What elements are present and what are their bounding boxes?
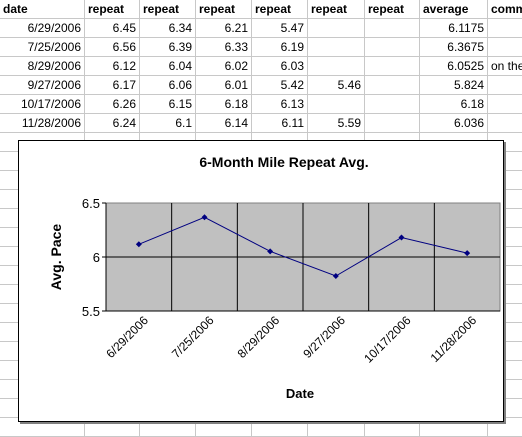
average-cell[interactable]: 6.036 [420,114,488,133]
header-cell[interactable]: repeat [140,0,196,19]
header-cell[interactable]: comm [488,0,522,19]
repeat-cell[interactable]: 6.04 [140,57,196,76]
data-point [398,234,405,241]
repeat-cell[interactable] [365,76,420,95]
empty-cell[interactable] [488,342,522,361]
comment-cell[interactable] [488,38,522,57]
repeat-cell[interactable]: 5.46 [308,76,365,95]
repeat-cell[interactable] [308,19,365,38]
repeat-cell[interactable]: 6.39 [140,38,196,57]
repeat-cell[interactable]: 6.26 [85,95,140,114]
repeat-cell[interactable] [365,57,420,76]
repeat-cell[interactable]: 6.03 [252,57,308,76]
repeat-cell[interactable]: 6.33 [196,38,252,57]
repeat-cell[interactable] [308,95,365,114]
header-cell[interactable]: repeat [308,0,365,19]
repeat-cell[interactable]: 6.02 [196,57,252,76]
repeat-cell[interactable]: 6.56 [85,38,140,57]
y-tick-label: 6.5 [82,196,100,211]
repeat-cell[interactable]: 6.18 [196,95,252,114]
empty-cell[interactable] [488,171,522,190]
repeat-cell[interactable]: 6.21 [196,19,252,38]
average-cell[interactable]: 6.0525 [420,57,488,76]
repeat-cell[interactable]: 6.12 [85,57,140,76]
repeat-cell[interactable]: 6.24 [85,114,140,133]
date-cell[interactable]: 9/27/2006 [0,76,85,95]
repeat-cell[interactable]: 5.42 [252,76,308,95]
repeat-cell[interactable]: 6.13 [252,95,308,114]
empty-cell[interactable] [488,228,522,247]
date-cell[interactable]: 8/29/2006 [0,57,85,76]
header-cell[interactable]: date [0,0,85,19]
repeat-cell[interactable] [365,114,420,133]
x-tick-label: 7/25/2006 [169,313,217,361]
repeat-cell[interactable]: 6.34 [140,19,196,38]
average-cell[interactable]: 6.1175 [420,19,488,38]
series-line [138,216,468,277]
header-cell[interactable]: repeat [196,0,252,19]
y-tick-label: 5.5 [82,304,100,319]
empty-cell[interactable] [488,380,522,399]
x-tick-label: 10/17/2006 [361,313,414,366]
comment-cell[interactable] [488,114,522,133]
header-cell[interactable]: repeat [365,0,420,19]
repeat-cell[interactable]: 6.45 [85,19,140,38]
y-axis-title: Avg. Pace [48,224,64,291]
data-point [332,273,339,280]
repeat-cell[interactable]: 6.11 [252,114,308,133]
empty-cell[interactable] [488,304,522,323]
chart-title: 6-Month Mile Repeat Avg. [199,154,368,170]
empty-cell[interactable] [488,152,522,171]
header-cell[interactable]: repeat [252,0,308,19]
repeat-cell[interactable] [365,38,420,57]
empty-cell[interactable] [488,133,522,152]
repeat-cell[interactable]: 6.17 [85,76,140,95]
empty-cell[interactable] [488,285,522,304]
average-cell[interactable]: 6.3675 [420,38,488,57]
comment-cell[interactable] [488,19,522,38]
repeat-cell[interactable]: 5.47 [252,19,308,38]
header-cell[interactable]: average [420,0,488,19]
repeat-cell[interactable] [365,95,420,114]
comment-cell[interactable] [488,76,522,95]
chart-object[interactable]: 5.5 6 6.5 6/29/2006 7/25/2006 8/29/2006 9/27/2… [18,140,504,422]
average-cell[interactable]: 5.824 [420,76,488,95]
repeat-cell[interactable] [308,38,365,57]
data-point [464,250,471,257]
repeat-cell[interactable]: 6.06 [140,76,196,95]
date-cell[interactable]: 7/25/2006 [0,38,85,57]
y-tick-label: 6 [93,250,100,265]
comment-cell[interactable] [488,95,522,114]
date-cell[interactable]: 6/29/2006 [0,19,85,38]
x-tick-label: 6/29/2006 [103,313,151,361]
repeat-cell[interactable] [365,19,420,38]
repeat-cell[interactable]: 6.01 [196,76,252,95]
empty-cell[interactable] [488,361,522,380]
empty-cell[interactable] [488,266,522,285]
repeat-cell[interactable]: 5.59 [308,114,365,133]
repeat-cell[interactable]: 6.15 [140,95,196,114]
data-point [135,241,142,248]
line-chart: 5.5 6 6.5 6/29/2006 7/25/2006 8/29/2006 9/27/2… [48,154,501,401]
comment-cell[interactable]: on the [488,57,522,76]
empty-cell[interactable] [488,247,522,266]
repeat-cell[interactable]: 6.19 [252,38,308,57]
repeat-cell[interactable] [308,57,365,76]
repeat-cell[interactable]: 6.1 [140,114,196,133]
date-cell[interactable]: 10/17/2006 [0,95,85,114]
empty-cell[interactable] [488,323,522,342]
x-tick-label: 11/28/2006 [428,313,480,365]
repeat-cell[interactable]: 6.14 [196,114,252,133]
empty-cell[interactable] [488,399,522,418]
x-axis-title: Date [286,386,314,401]
data-point [267,248,274,255]
empty-cell[interactable] [488,190,522,209]
x-tick-label: 9/27/2006 [300,313,348,361]
date-cell[interactable]: 11/28/2006 [0,114,85,133]
average-cell[interactable]: 6.18 [420,95,488,114]
header-cell[interactable]: repeat [85,0,140,19]
x-tick-label: 8/29/2006 [235,313,283,361]
data-point [201,214,208,221]
empty-cell[interactable] [488,209,522,228]
